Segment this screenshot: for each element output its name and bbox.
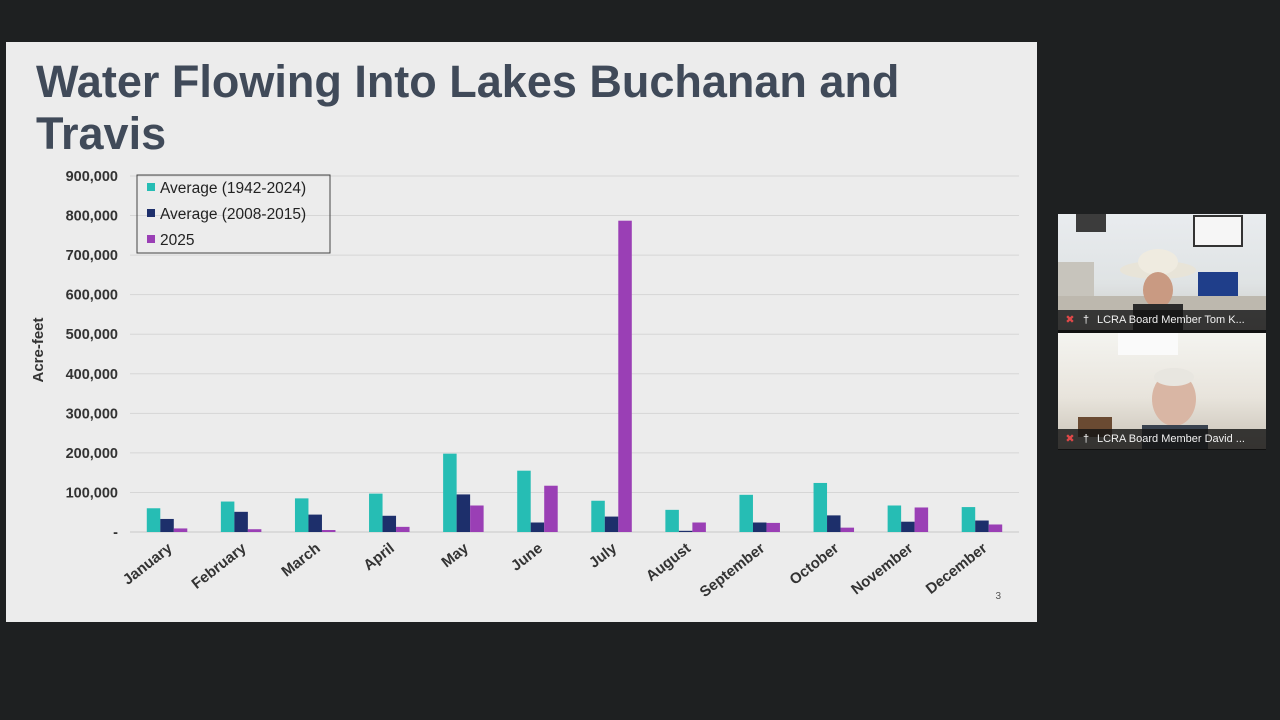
y-tick-label: 300,000 <box>66 406 118 422</box>
bar-april-series-3 <box>396 526 410 532</box>
y-tick-label: 600,000 <box>66 288 118 304</box>
y-tick-label: - <box>113 525 118 541</box>
bar-december-series-3 <box>988 524 1003 532</box>
bar-april-series-2 <box>382 515 397 532</box>
legend-label-3: 2025 <box>160 232 194 249</box>
page-number: 3 <box>995 591 1001 602</box>
legend-swatch-2 <box>147 209 155 217</box>
bar-july-series-3 <box>618 220 632 532</box>
bar-may-series-3 <box>470 505 484 532</box>
x-category-label: October <box>786 540 842 589</box>
grid-layer <box>130 175 1019 533</box>
chart-legend: Average (1942-2024) Average (2008-2015) … <box>136 174 331 254</box>
bar-november-series-1 <box>887 505 902 532</box>
x-category-label: February <box>189 539 251 592</box>
bar-june-series-1 <box>517 470 531 532</box>
legend-label-1: Average (1942-2024) <box>160 180 306 197</box>
legend-label-2: Average (2008-2015) <box>160 206 306 223</box>
legend-box <box>136 174 331 254</box>
mic-off-icon: ✖ <box>1065 433 1075 445</box>
bar-october-series-2 <box>827 515 841 532</box>
participant-name: LCRA Board Member David ... <box>1097 433 1245 445</box>
y-tick-label: 200,000 <box>66 446 118 462</box>
bar-february-series-3 <box>247 529 262 532</box>
bar-september-series-3 <box>766 522 780 532</box>
mic-off-icon: ✖ <box>1065 314 1075 326</box>
participant-name-bar: ✖ † LCRA Board Member Tom K... <box>1058 310 1266 330</box>
x-category-label: June <box>508 540 546 575</box>
bar-july-series-1 <box>591 500 605 532</box>
x-category-label: December <box>923 540 991 598</box>
legend-swatch-1 <box>147 183 155 191</box>
participant-tile[interactable]: ✖ † LCRA Board Member David ... <box>1058 333 1266 449</box>
bar-may-series-1 <box>443 453 457 532</box>
bar-september-series-1 <box>739 494 753 532</box>
participant-name: LCRA Board Member Tom K... <box>1097 314 1245 326</box>
y-tick-label: 400,000 <box>66 367 118 383</box>
bars-layer <box>146 220 1003 532</box>
x-category-label: May <box>438 539 472 571</box>
y-tick-label: 900,000 <box>66 169 118 185</box>
y-tick-label: 500,000 <box>66 327 118 343</box>
bar-december-series-2 <box>975 520 989 532</box>
bar-january-series-3 <box>173 528 188 532</box>
bar-march-series-1 <box>294 498 309 532</box>
bar-september-series-2 <box>752 522 767 532</box>
x-category-label: September <box>697 540 769 601</box>
y-tick-label: 800,000 <box>66 209 118 225</box>
y-axis-label: Acre-feet <box>30 317 47 382</box>
bar-june-series-3 <box>544 485 558 532</box>
bar-october-series-1 <box>813 482 828 532</box>
bar-march-series-2 <box>308 514 322 532</box>
bar-december-series-1 <box>961 507 976 532</box>
bar-chart: - 100,000 200,000 300,000 400,000 500,000 600,… <box>30 169 1019 602</box>
bar-february-series-1 <box>220 501 235 532</box>
x-category-label: November <box>848 540 916 599</box>
pin-icon[interactable]: † <box>1082 433 1090 445</box>
bar-august-series-1 <box>665 509 679 532</box>
bar-august-series-2 <box>678 530 693 532</box>
x-category-label: August <box>643 540 694 585</box>
bar-february-series-2 <box>234 511 248 532</box>
bar-october-series-3 <box>840 527 855 532</box>
y-tick-label: 700,000 <box>66 248 118 264</box>
bar-january-series-1 <box>146 508 161 532</box>
presentation-slide: - 100,000 200,000 300,000 400,000 500,000 600,… <box>6 42 1037 622</box>
legend-swatch-3 <box>147 235 155 243</box>
x-category-label: July <box>586 539 621 571</box>
y-axis-ticks: - 100,000 200,000 300,000 400,000 500,000 600,… <box>66 169 119 541</box>
y-tick-label: 100,000 <box>66 485 118 501</box>
bar-august-series-3 <box>692 522 706 532</box>
participant-panel: ✖ † LCRA Board Member Tom K... ✖ † LCRA Boar… <box>1058 214 1266 450</box>
participant-name-bar: ✖ † LCRA Board Member David ... <box>1058 429 1266 449</box>
bar-july-series-2 <box>604 516 619 532</box>
bar-april-series-1 <box>369 493 383 532</box>
x-category-label: March <box>278 540 323 581</box>
x-category-label: January <box>120 539 176 588</box>
pin-icon[interactable]: † <box>1082 314 1090 326</box>
bar-june-series-2 <box>530 522 545 532</box>
bar-march-series-3 <box>321 530 336 532</box>
x-axis-categories: January February March April May June July Augu… <box>120 539 991 601</box>
bar-may-series-2 <box>456 494 471 532</box>
bar-january-series-2 <box>160 518 174 532</box>
slide-title: Water Flowing Into Lakes Buchanan and Tr… <box>36 56 900 159</box>
x-category-label: April <box>360 540 397 574</box>
bar-november-series-3 <box>914 507 929 532</box>
participant-tile[interactable]: ✖ † LCRA Board Member Tom K... <box>1058 214 1266 330</box>
bar-november-series-2 <box>901 521 915 532</box>
